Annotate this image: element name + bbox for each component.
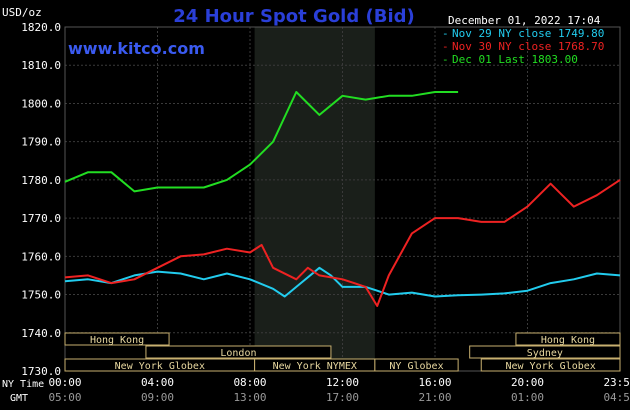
session-label: New York Globex [505, 361, 595, 372]
y-tick-label: 1730.0 [21, 365, 61, 378]
legend-marker-nov30: - [442, 40, 449, 53]
x-tick-label-gmt: 09:00 [141, 391, 174, 404]
session-bar [515, 332, 621, 346]
x-tick-label-ny: 12:00 [326, 376, 359, 389]
y-tick-label: 1740.0 [21, 327, 61, 340]
x-tick-label-ny: 23:59 [603, 376, 630, 389]
x-tick-label-ny: 16:00 [418, 376, 451, 389]
unit-label: USD/oz [2, 6, 42, 19]
market-sessions: Hong Kong London New York Globex New York N… [64, 332, 621, 372]
session-label: Hong Kong [541, 335, 595, 346]
session-bar [374, 358, 459, 372]
x-tick-label-gmt: 01:00 [511, 391, 544, 404]
legend-item-nov30: Nov 30 NY close 1768.70 [452, 40, 604, 53]
session-label: New York Globex [115, 361, 205, 372]
session-label: New York NYMEX [273, 361, 357, 372]
session-label: NY Globex [389, 361, 443, 372]
legend-marker-nov29: - [442, 27, 449, 40]
y-tick-label: 1770.0 [21, 212, 61, 225]
series-line-dec-01 [64, 91, 459, 193]
y-tick-label: 1820.0 [21, 21, 61, 34]
session-bar [64, 332, 170, 346]
trading-session-band [254, 27, 375, 371]
session-label: Sydney [527, 348, 563, 359]
timestamp: December 01, 2022 17:04 [448, 14, 601, 27]
y-tick-label: 1800.0 [21, 97, 61, 110]
x-tick-label-gmt: 17:00 [326, 391, 359, 404]
session-bar [145, 345, 332, 359]
series-line-nov-30 [64, 179, 621, 307]
x-tick-label-gmt: 04:59 [603, 391, 630, 404]
legend: Nov 29 NY close 1749.80 Nov 30 NY close … [442, 27, 604, 66]
legend-item-dec01: Dec 01 Last 1803.00 [452, 53, 578, 66]
session-bar [469, 345, 621, 359]
axes: 1820.0 1810.0 1800.0 1790.0 1780.0 1770.0 1760… [21, 21, 630, 404]
session-label: Hong Kong [90, 335, 144, 346]
y-tick-label: 1750.0 [21, 289, 61, 302]
nymex-session-band [254, 27, 375, 371]
session-label: London [220, 348, 256, 359]
x-tick-label-ny: 08:00 [233, 376, 266, 389]
x-tick-label-gmt: 05:00 [48, 391, 81, 404]
x-row-label-gmt: GMT [10, 393, 28, 404]
y-tick-label: 1780.0 [21, 174, 61, 187]
x-tick-label-ny: 04:00 [141, 376, 174, 389]
x-tick-label-gmt: 13:00 [233, 391, 266, 404]
x-tick-label-ny: 20:00 [511, 376, 544, 389]
series-line-nov-29 [64, 266, 621, 298]
y-tick-label: 1760.0 [21, 250, 61, 263]
x-tick-label-gmt: 21:00 [418, 391, 451, 404]
legend-item-nov29: Nov 29 NY close 1749.80 [452, 27, 604, 40]
x-row-label-ny: NY Time [2, 379, 44, 390]
legend-marker-dec01: - [442, 53, 449, 66]
y-tick-label: 1810.0 [21, 59, 61, 72]
y-tick-label: 1790.0 [21, 136, 61, 149]
x-tick-label-ny: 00:00 [48, 376, 81, 389]
watermark: www.kitco.com [68, 39, 205, 58]
series-layer [64, 91, 621, 307]
session-bar [480, 358, 621, 372]
chart-title: 24 Hour Spot Gold (Bid) [173, 6, 414, 27]
